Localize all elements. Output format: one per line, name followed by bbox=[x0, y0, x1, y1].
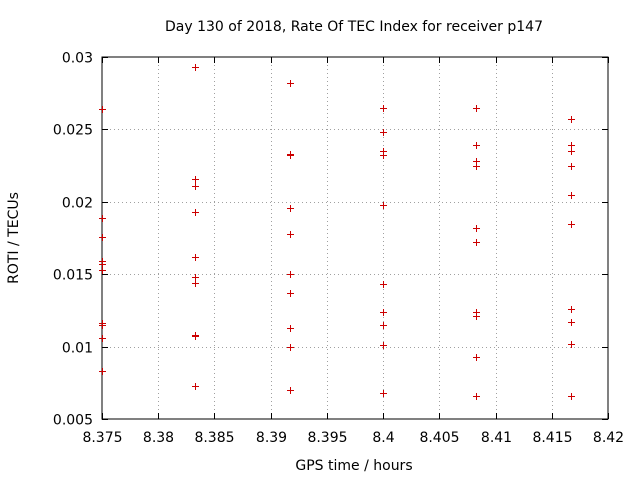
grid-lines bbox=[102, 57, 608, 419]
data-point bbox=[380, 129, 387, 136]
data-point bbox=[568, 163, 575, 170]
data-point bbox=[287, 152, 294, 159]
data-point bbox=[192, 209, 199, 216]
data-point bbox=[568, 306, 575, 313]
data-point bbox=[287, 344, 294, 351]
data-point bbox=[568, 116, 575, 123]
data-point bbox=[192, 183, 199, 190]
data-point bbox=[192, 176, 199, 183]
data-point bbox=[473, 313, 480, 320]
data-point bbox=[287, 325, 294, 332]
data-point bbox=[380, 281, 387, 288]
data-point bbox=[568, 393, 575, 400]
data-point bbox=[380, 152, 387, 159]
axis-ticks bbox=[102, 57, 609, 420]
data-point bbox=[568, 341, 575, 348]
data-point bbox=[568, 319, 575, 326]
y-axis-label: ROTI / TECUs bbox=[6, 192, 22, 284]
data-point bbox=[473, 142, 480, 149]
data-point bbox=[380, 342, 387, 349]
x-tick-label: 8.4 bbox=[372, 430, 394, 446]
x-tick-label: 8.38 bbox=[143, 430, 174, 446]
data-point bbox=[287, 290, 294, 297]
y-tick-label: 0.015 bbox=[53, 268, 93, 284]
data-point bbox=[99, 368, 106, 375]
plot-frame bbox=[101, 56, 609, 420]
data-points bbox=[99, 64, 575, 400]
y-tick-label: 0.03 bbox=[62, 51, 93, 67]
x-tick-labels: 8.375 8.38 8.385 8.39 8.395 8.4 8.405 8.41 8.415… bbox=[82, 430, 624, 446]
x-tick-label: 8.405 bbox=[419, 430, 459, 446]
data-point bbox=[568, 148, 575, 155]
data-point bbox=[287, 387, 294, 394]
data-point bbox=[287, 205, 294, 212]
data-point bbox=[192, 254, 199, 261]
data-point bbox=[99, 106, 106, 113]
data-point bbox=[568, 192, 575, 199]
data-point bbox=[380, 309, 387, 316]
data-point bbox=[99, 215, 106, 222]
data-point bbox=[99, 267, 106, 274]
data-point bbox=[473, 393, 480, 400]
x-tick-label: 8.375 bbox=[82, 430, 122, 446]
data-point bbox=[192, 280, 199, 287]
x-tick-label: 8.41 bbox=[481, 430, 512, 446]
y-tick-label: 0.02 bbox=[62, 196, 93, 212]
data-point bbox=[192, 383, 199, 390]
x-tick-label: 8.415 bbox=[532, 430, 572, 446]
data-point bbox=[192, 64, 199, 71]
data-point bbox=[473, 105, 480, 112]
data-point bbox=[473, 239, 480, 246]
data-point bbox=[192, 274, 199, 281]
data-point bbox=[380, 105, 387, 112]
y-tick-label: 0.025 bbox=[53, 123, 93, 139]
x-tick-label: 8.39 bbox=[256, 430, 287, 446]
chart-title: Day 130 of 2018, Rate Of TEC Index for r… bbox=[165, 19, 543, 35]
data-point bbox=[380, 202, 387, 209]
data-point bbox=[380, 322, 387, 329]
x-tick-label: 8.42 bbox=[593, 430, 624, 446]
data-point bbox=[380, 390, 387, 397]
data-point bbox=[568, 221, 575, 228]
data-point bbox=[99, 261, 106, 268]
y-tick-labels: 0.005 0.01 0.015 0.02 0.025 0.03 bbox=[53, 51, 93, 429]
x-tick-label: 8.395 bbox=[307, 430, 347, 446]
y-tick-label: 0.005 bbox=[53, 413, 93, 429]
data-point bbox=[473, 163, 480, 170]
x-tick-label: 8.385 bbox=[194, 430, 234, 446]
data-point bbox=[99, 335, 106, 342]
data-point bbox=[287, 80, 294, 87]
y-tick-label: 0.01 bbox=[62, 341, 93, 357]
data-point bbox=[99, 322, 106, 329]
data-point bbox=[192, 333, 199, 340]
data-point bbox=[568, 142, 575, 149]
data-point bbox=[473, 354, 480, 361]
data-point bbox=[287, 231, 294, 238]
data-point bbox=[287, 271, 294, 278]
x-axis-label: GPS time / hours bbox=[295, 458, 412, 474]
data-point bbox=[473, 225, 480, 232]
data-point bbox=[99, 234, 106, 241]
